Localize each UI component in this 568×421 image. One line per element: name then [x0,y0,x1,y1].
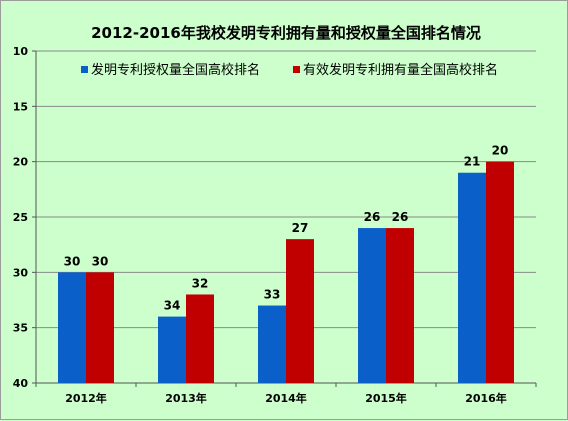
x-category-label: 2012年 [65,391,107,405]
legend-swatch [293,66,300,73]
bar-granted-2016年 [458,172,486,383]
data-label: 26 [392,210,409,224]
y-tick-label: 15 [13,100,28,113]
data-label: 21 [464,155,481,169]
bar-valid-2013年 [186,294,214,383]
data-label: 30 [92,254,109,268]
data-label: 33 [264,288,281,302]
chart-title: 2012-2016年我校发明专利拥有量和授权量全国排名情况 [91,24,481,42]
x-category-label: 2013年 [165,391,207,405]
legend-label: 发明专利授权量全国高校排名 [91,62,260,78]
data-labels: 30 30 34 32 33 27 26 26 21 20 [64,144,509,313]
y-tick-label: 35 [13,322,28,335]
x-category-label: 2016年 [465,391,507,405]
legend: 发明专利授权量全国高校排名 有效发明专利拥有量全国高校排名 [81,62,498,78]
bar-valid-2015年 [386,228,414,383]
bar-valid-2016年 [486,161,514,383]
data-label: 20 [492,144,509,158]
bar-valid-2014年 [286,239,314,383]
bar-granted-2014年 [258,305,286,383]
data-label: 26 [364,210,381,224]
data-label: 32 [192,276,209,290]
y-tick-label: 30 [13,266,29,279]
data-label: 27 [292,221,309,235]
bar-granted-2015年 [358,228,386,383]
axes: 10 15 20 25 30 35 40 2012年 2013年 2014年 2015年 2016年 [13,45,537,405]
y-tick-label: 25 [13,211,28,224]
y-tick-label: 10 [13,45,29,58]
bar-granted-2012年 [58,272,86,383]
y-tick-label: 20 [13,156,29,169]
x-category-label: 2015年 [365,391,407,405]
legend-swatch [81,66,88,73]
bar-valid-2012年 [86,272,114,383]
data-label: 34 [164,299,181,313]
y-tick-label: 40 [13,377,29,390]
legend-label: 有效发明专利拥有量全国高校排名 [303,62,498,78]
bar-granted-2013年 [158,316,186,383]
data-label: 30 [64,254,81,268]
x-category-label: 2014年 [265,391,307,405]
bars [58,161,514,383]
